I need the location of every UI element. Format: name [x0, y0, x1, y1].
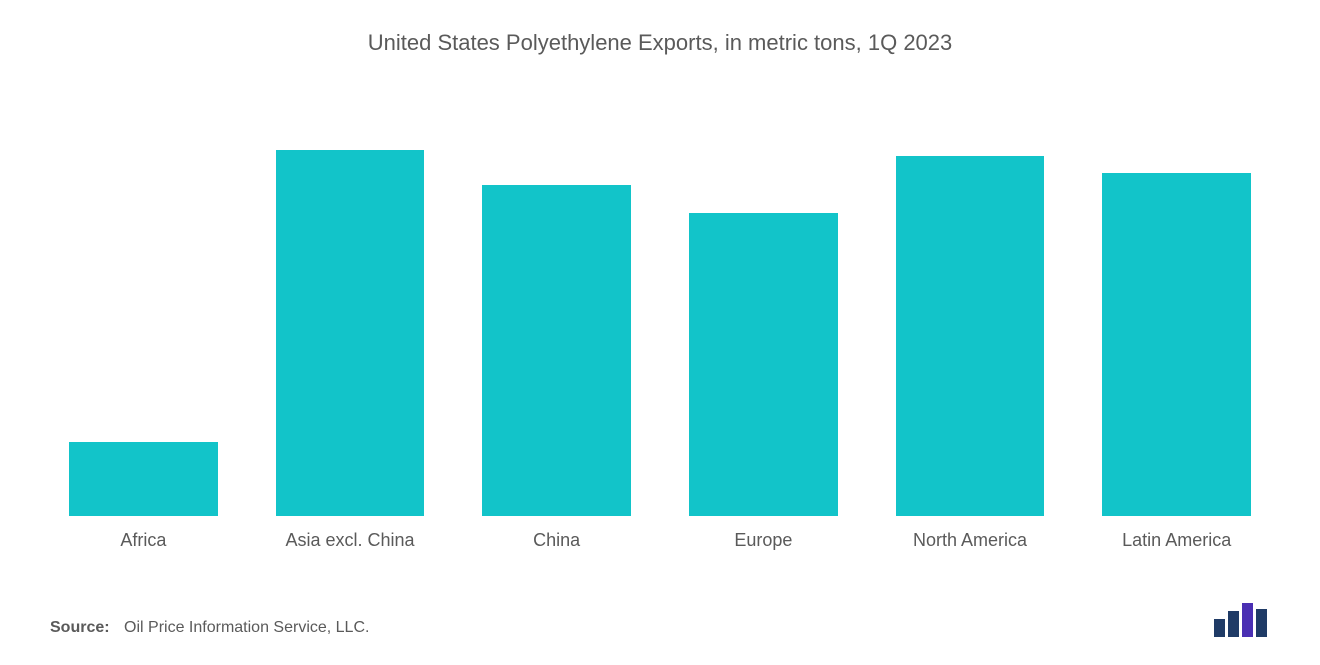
bar-slot: [660, 116, 867, 516]
footer: Source: Oil Price Information Service, L…: [50, 603, 1270, 637]
bar-slot: [40, 116, 247, 516]
bar-slot: [453, 116, 660, 516]
chart-title: United States Polyethylene Exports, in m…: [40, 30, 1280, 56]
bar: [69, 442, 218, 516]
bars-row: [40, 116, 1280, 516]
x-axis-label: Asia excl. China: [247, 530, 454, 551]
source-text: Oil Price Information Service, LLC.: [124, 619, 369, 636]
source-line: Source: Oil Price Information Service, L…: [50, 619, 369, 637]
bar: [689, 213, 838, 516]
chart-container: United States Polyethylene Exports, in m…: [0, 0, 1320, 665]
x-axis-label: China: [453, 530, 660, 551]
bar-slot: [867, 116, 1074, 516]
bar: [482, 185, 631, 516]
bar-slot: [1073, 116, 1280, 516]
source-prefix: Source:: [50, 619, 110, 636]
x-axis-label: Latin America: [1073, 530, 1280, 551]
bar: [276, 150, 425, 516]
x-axis-label: Europe: [660, 530, 867, 551]
x-axis-labels: AfricaAsia excl. ChinaChinaEuropeNorth A…: [40, 530, 1280, 551]
x-axis-label: North America: [867, 530, 1074, 551]
bar: [1102, 173, 1251, 516]
chart-area: AfricaAsia excl. ChinaChinaEuropeNorth A…: [40, 116, 1280, 576]
bar-slot: [247, 116, 454, 516]
x-axis-label: Africa: [40, 530, 247, 551]
bar: [896, 156, 1045, 516]
brand-logo-icon: [1214, 603, 1270, 637]
